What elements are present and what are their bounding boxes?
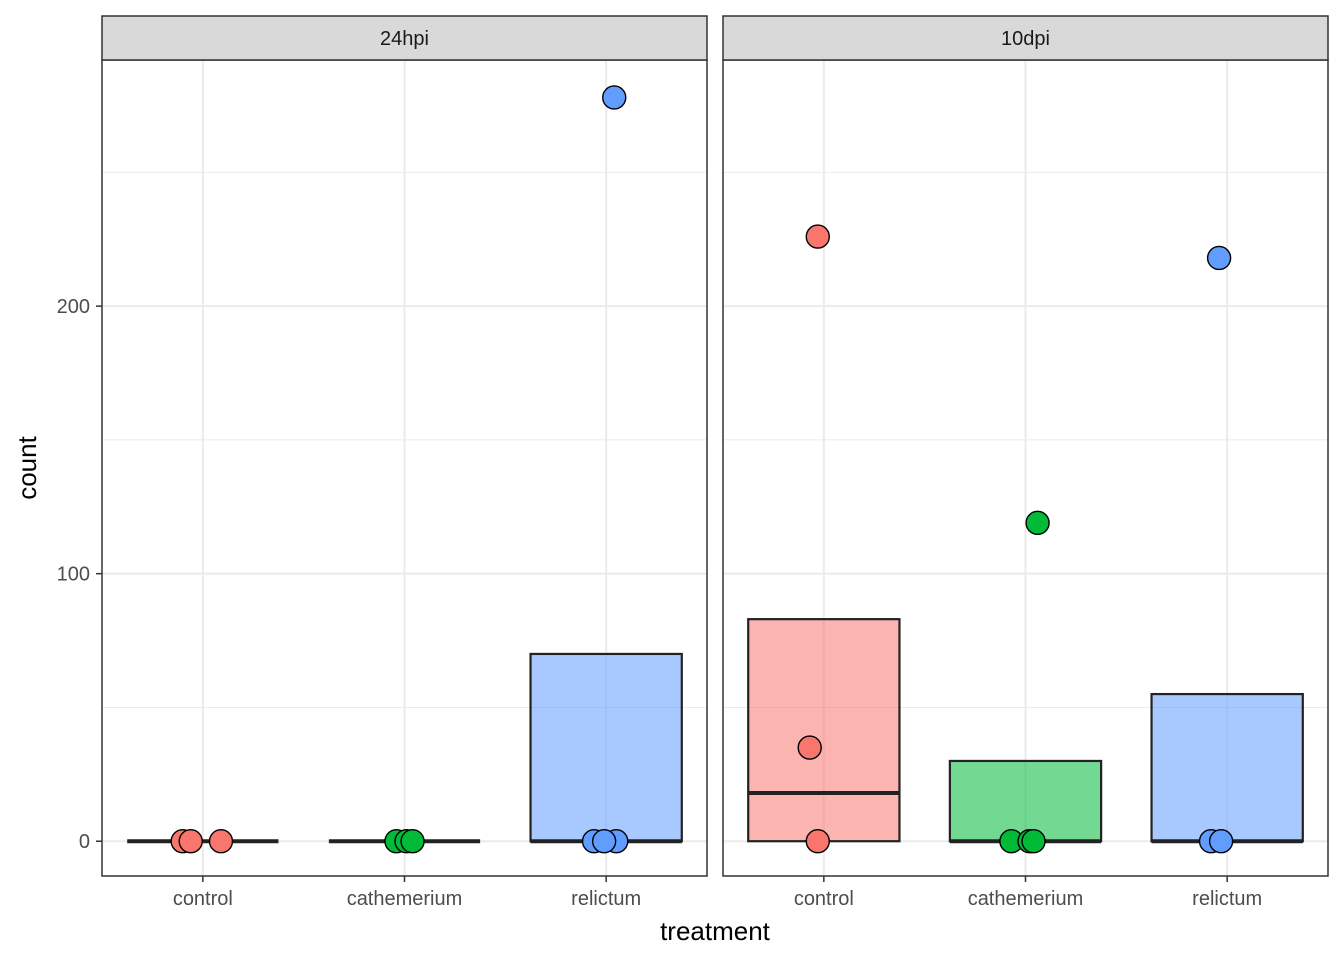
box-body	[1150, 692, 1304, 843]
box-body	[747, 618, 901, 843]
x-axis-title: treatment	[660, 916, 771, 946]
data-point-relictum	[602, 85, 627, 110]
box-body	[948, 759, 1103, 843]
x-tick-label: relictum	[1192, 888, 1262, 910]
facet-strip	[722, 15, 1329, 61]
box-cathemerium	[948, 759, 1103, 844]
facet-panel-10dpi: 10dpi control cathemerium relictum	[722, 15, 1329, 910]
y-axis-title: count	[12, 435, 42, 499]
box-control	[747, 618, 901, 843]
data-point-relictum	[1208, 829, 1234, 854]
box-relictum	[529, 652, 683, 844]
y-axis: 0 100 200	[57, 296, 102, 853]
data-point-control	[797, 735, 822, 760]
x-tick-label: relictum	[571, 888, 641, 910]
box-relictum	[1150, 692, 1304, 844]
y-tick-label: 200	[57, 296, 90, 318]
facet-strip-label: 10dpi	[1001, 28, 1050, 50]
facet-strip-label: 24hpi	[380, 28, 429, 50]
panels-layer: 24hpi control cathemerium relictum 10dpi cont…	[101, 15, 1329, 910]
y-tick-label: 0	[79, 831, 90, 853]
data-point-cathemerium	[1021, 829, 1046, 854]
x-tick-label: cathemerium	[968, 888, 1084, 910]
y-tick-label: 100	[57, 564, 90, 586]
data-point-cathemerium	[400, 829, 425, 854]
data-point-relictum	[591, 829, 617, 854]
data-point-cathemerium	[1025, 510, 1050, 536]
x-tick-label: control	[794, 888, 854, 910]
x-tick-label: control	[173, 888, 233, 910]
x-tick-label: cathemerium	[347, 888, 463, 910]
data-point-control	[805, 829, 830, 854]
data-point-control	[178, 829, 203, 854]
facet-panel-24hpi: 24hpi control cathemerium relictum	[101, 15, 708, 910]
data-point-control	[208, 829, 234, 854]
data-point-relictum	[1206, 245, 1232, 271]
data-point-control	[805, 224, 830, 249]
box-body	[529, 652, 683, 843]
facet-strip	[101, 15, 708, 61]
